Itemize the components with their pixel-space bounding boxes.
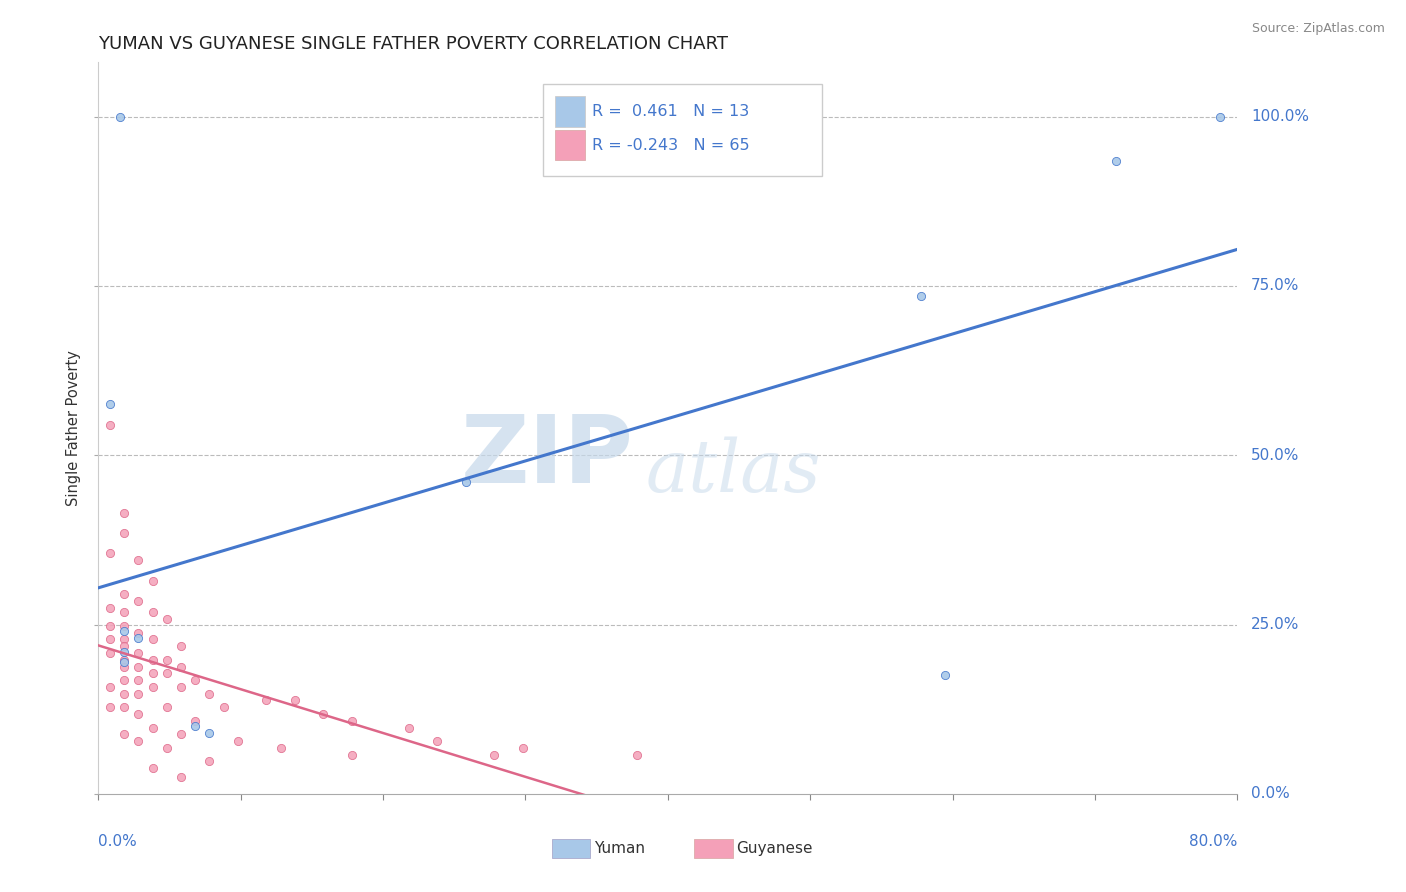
Text: 75.0%: 75.0% [1251, 278, 1299, 293]
Point [112, 727, 135, 741]
Point [141, 574, 163, 588]
Point [108, 110, 131, 124]
Point [112, 653, 135, 667]
FancyBboxPatch shape [551, 839, 591, 858]
Point [112, 655, 135, 669]
Point [141, 653, 163, 667]
Point [112, 687, 135, 701]
FancyBboxPatch shape [695, 839, 733, 858]
Point [112, 606, 135, 620]
Text: 80.0%: 80.0% [1189, 834, 1237, 849]
Text: 50.0%: 50.0% [1251, 448, 1299, 463]
Point [127, 594, 149, 608]
Point [98, 632, 121, 647]
Text: R =  0.461   N = 13: R = 0.461 N = 13 [592, 104, 749, 119]
Point [127, 553, 149, 567]
Point [212, 700, 235, 714]
Point [141, 761, 163, 775]
Text: 100.0%: 100.0% [1251, 109, 1309, 124]
Text: 0.0%: 0.0% [1251, 787, 1289, 801]
Text: Source: ZipAtlas.com: Source: ZipAtlas.com [1251, 22, 1385, 36]
Text: 25.0%: 25.0% [1251, 617, 1299, 632]
Text: ZIP: ZIP [461, 411, 634, 503]
Point [98, 546, 121, 560]
Point [156, 666, 179, 681]
Point [141, 632, 163, 647]
FancyBboxPatch shape [543, 85, 821, 176]
Point [934, 668, 956, 682]
Point [340, 714, 363, 728]
Point [127, 646, 149, 660]
Point [112, 639, 135, 653]
Point [398, 721, 420, 735]
Point [170, 680, 193, 694]
Point [112, 587, 135, 601]
Point [141, 666, 163, 681]
Point [170, 639, 193, 653]
Point [98, 680, 121, 694]
Point [127, 706, 149, 721]
Point [426, 734, 449, 748]
Point [98, 417, 121, 432]
Point [170, 770, 193, 784]
Point [98, 619, 121, 633]
Point [127, 631, 149, 645]
Point [112, 619, 135, 633]
Point [112, 526, 135, 541]
Point [112, 624, 135, 639]
Point [512, 740, 534, 755]
Point [170, 727, 193, 741]
Text: Yuman: Yuman [593, 841, 645, 856]
Point [98, 646, 121, 660]
Point [112, 673, 135, 687]
Point [254, 693, 277, 707]
Point [626, 747, 648, 762]
Point [284, 693, 307, 707]
Point [98, 600, 121, 615]
Point [270, 740, 292, 755]
Text: YUMAN VS GUYANESE SINGLE FATHER POVERTY CORRELATION CHART: YUMAN VS GUYANESE SINGLE FATHER POVERTY … [98, 35, 728, 53]
Point [226, 734, 249, 748]
FancyBboxPatch shape [555, 129, 585, 161]
Point [312, 706, 335, 721]
Point [184, 719, 207, 733]
Point [156, 700, 179, 714]
Point [156, 740, 179, 755]
Point [482, 747, 505, 762]
Point [141, 721, 163, 735]
FancyBboxPatch shape [555, 96, 585, 127]
Point [141, 680, 163, 694]
Y-axis label: Single Father Poverty: Single Father Poverty [66, 351, 82, 506]
Point [170, 659, 193, 673]
Point [98, 700, 121, 714]
Point [127, 659, 149, 673]
Point [198, 755, 221, 769]
Point [98, 397, 121, 411]
Point [127, 734, 149, 748]
Point [198, 726, 221, 740]
Text: R = -0.243   N = 65: R = -0.243 N = 65 [592, 137, 749, 153]
Point [454, 475, 477, 490]
Text: 0.0%: 0.0% [98, 834, 138, 849]
Text: Guyanese: Guyanese [737, 841, 813, 856]
Point [1105, 153, 1128, 168]
Point [910, 289, 932, 303]
Point [112, 506, 135, 520]
Text: atlas: atlas [645, 437, 821, 508]
Point [127, 625, 149, 640]
Point [184, 714, 207, 728]
Point [127, 687, 149, 701]
Point [340, 747, 363, 762]
Point [184, 673, 207, 687]
Point [156, 653, 179, 667]
Point [156, 612, 179, 626]
Point [198, 687, 221, 701]
Point [1209, 110, 1232, 124]
Point [112, 659, 135, 673]
Point [112, 632, 135, 647]
Point [112, 645, 135, 659]
Point [112, 700, 135, 714]
Point [127, 673, 149, 687]
Point [141, 606, 163, 620]
